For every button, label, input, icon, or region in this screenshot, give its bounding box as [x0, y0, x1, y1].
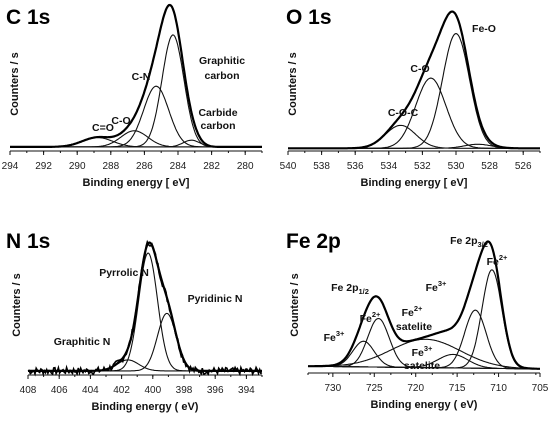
x-tick-label: 528 [481, 161, 498, 172]
x-tick-label: 730 [325, 383, 342, 394]
x-tick-label: 292 [35, 161, 52, 172]
x-tick-label: 725 [366, 383, 383, 394]
x-tick-label: 536 [347, 161, 364, 172]
peak-annotation: Pyridinic N [188, 293, 243, 305]
peak-annotation: carbon [200, 120, 235, 132]
x-tick-label: 538 [313, 161, 330, 172]
x-tick-label: 710 [490, 383, 507, 394]
x-tick-label: 396 [207, 385, 224, 396]
x-tick-label: 540 [280, 161, 297, 172]
peak-annotation: Fe2+ [402, 304, 423, 319]
y-axis-label: Counters / s [11, 273, 23, 337]
x-axis-label: Binding energy [ eV] [361, 177, 468, 189]
x-axis-label: Binding energy ( eV) [92, 401, 199, 413]
peak-annotation: carbon [204, 70, 239, 82]
x-axis-label: Binding energy [ eV] [83, 177, 190, 189]
component-peak-3 [10, 130, 262, 148]
peak-annotation: C-O-C [388, 107, 419, 119]
x-tick-label: 705 [532, 383, 549, 394]
x-tick-label: 280 [237, 161, 254, 172]
x-tick-label: 400 [144, 385, 161, 396]
x-tick-label: 532 [414, 161, 431, 172]
x-tick-label: 284 [170, 161, 187, 172]
peak-annotation: Carbide [198, 107, 237, 119]
peak-annotation: Fe2+ [487, 253, 508, 268]
x-tick-label: 715 [449, 383, 466, 394]
y-axis-label: Counters / s [289, 273, 301, 337]
peak-annotation: Fe3+ [324, 329, 345, 344]
fitted-envelope [308, 240, 540, 370]
panel-title: N 1s [6, 230, 50, 253]
x-tick-label: 530 [448, 161, 465, 172]
x-tick-label: 534 [380, 161, 397, 172]
peak-annotation: Fe3+ [412, 344, 433, 359]
peak-annotation: satelite [396, 321, 432, 333]
panel-title: C 1s [6, 6, 50, 29]
x-tick-label: 394 [238, 385, 255, 396]
x-tick-label: 288 [102, 161, 119, 172]
y-axis-label: Counters / s [287, 52, 299, 116]
peak-annotation: Fe 2p3/2 [450, 235, 488, 249]
panel-c-1s: C 1s Counters / s 294 292 290 288 286 284 282 280… [2, 3, 263, 189]
raw-spectrum [27, 239, 263, 377]
x-tick-label: 406 [51, 385, 68, 396]
x-tick-label: 720 [407, 383, 424, 394]
peak-annotation: Fe2+ [360, 310, 381, 325]
component-peak-6 [308, 338, 540, 370]
peak-annotation: Fe 2p1/2 [331, 282, 369, 296]
panel-o-1s: O 1s Counters / s 540 538 536 534 532 530 528 526… [280, 6, 541, 189]
peak-annotation: C=O [92, 122, 114, 134]
fitted-envelope [10, 3, 262, 148]
component-peak-3 [288, 124, 540, 149]
peak-annotation: Fe3+ [426, 279, 447, 294]
peak-annotation: satelite [404, 360, 440, 372]
peak-annotation: Fe-O [472, 23, 496, 35]
peak-annotation: C-O [410, 63, 429, 75]
panel-fe-2p: Fe 2p Counters / s 730 725 720 715 710 705 Bindi… [286, 230, 549, 411]
x-tick-label: 526 [515, 161, 532, 172]
y-axis-label: Counters / s [9, 52, 21, 116]
x-tick-label: 282 [203, 161, 220, 172]
peak-annotation: Graphitic [199, 55, 245, 67]
x-tick-label: 294 [2, 161, 19, 172]
x-tick-label: 404 [82, 385, 99, 396]
x-axis-label: Binding energy ( eV) [371, 399, 478, 411]
x-tick-label: 408 [20, 385, 37, 396]
peak-annotation: C-O [111, 115, 130, 127]
x-tick-label: 290 [69, 161, 86, 172]
panel-n-1s: N 1s Counters / s 408 406 404 402 400 398 396 394… [6, 230, 263, 413]
x-tick-label: 398 [176, 385, 193, 396]
peak-annotation: Pyrrolic N [99, 267, 149, 279]
fitted-envelope [288, 10, 540, 150]
component-peak-5 [308, 353, 540, 370]
panel-title: O 1s [286, 6, 332, 29]
x-tick-label: 402 [113, 385, 130, 396]
component-peak-4 [10, 136, 262, 148]
x-tick-label: 286 [136, 161, 153, 172]
panel-title: Fe 2p [286, 230, 341, 253]
peak-annotation: Graphitic N [54, 336, 111, 348]
peak-annotation: C-N [132, 71, 151, 83]
component-peak-1 [288, 33, 540, 149]
